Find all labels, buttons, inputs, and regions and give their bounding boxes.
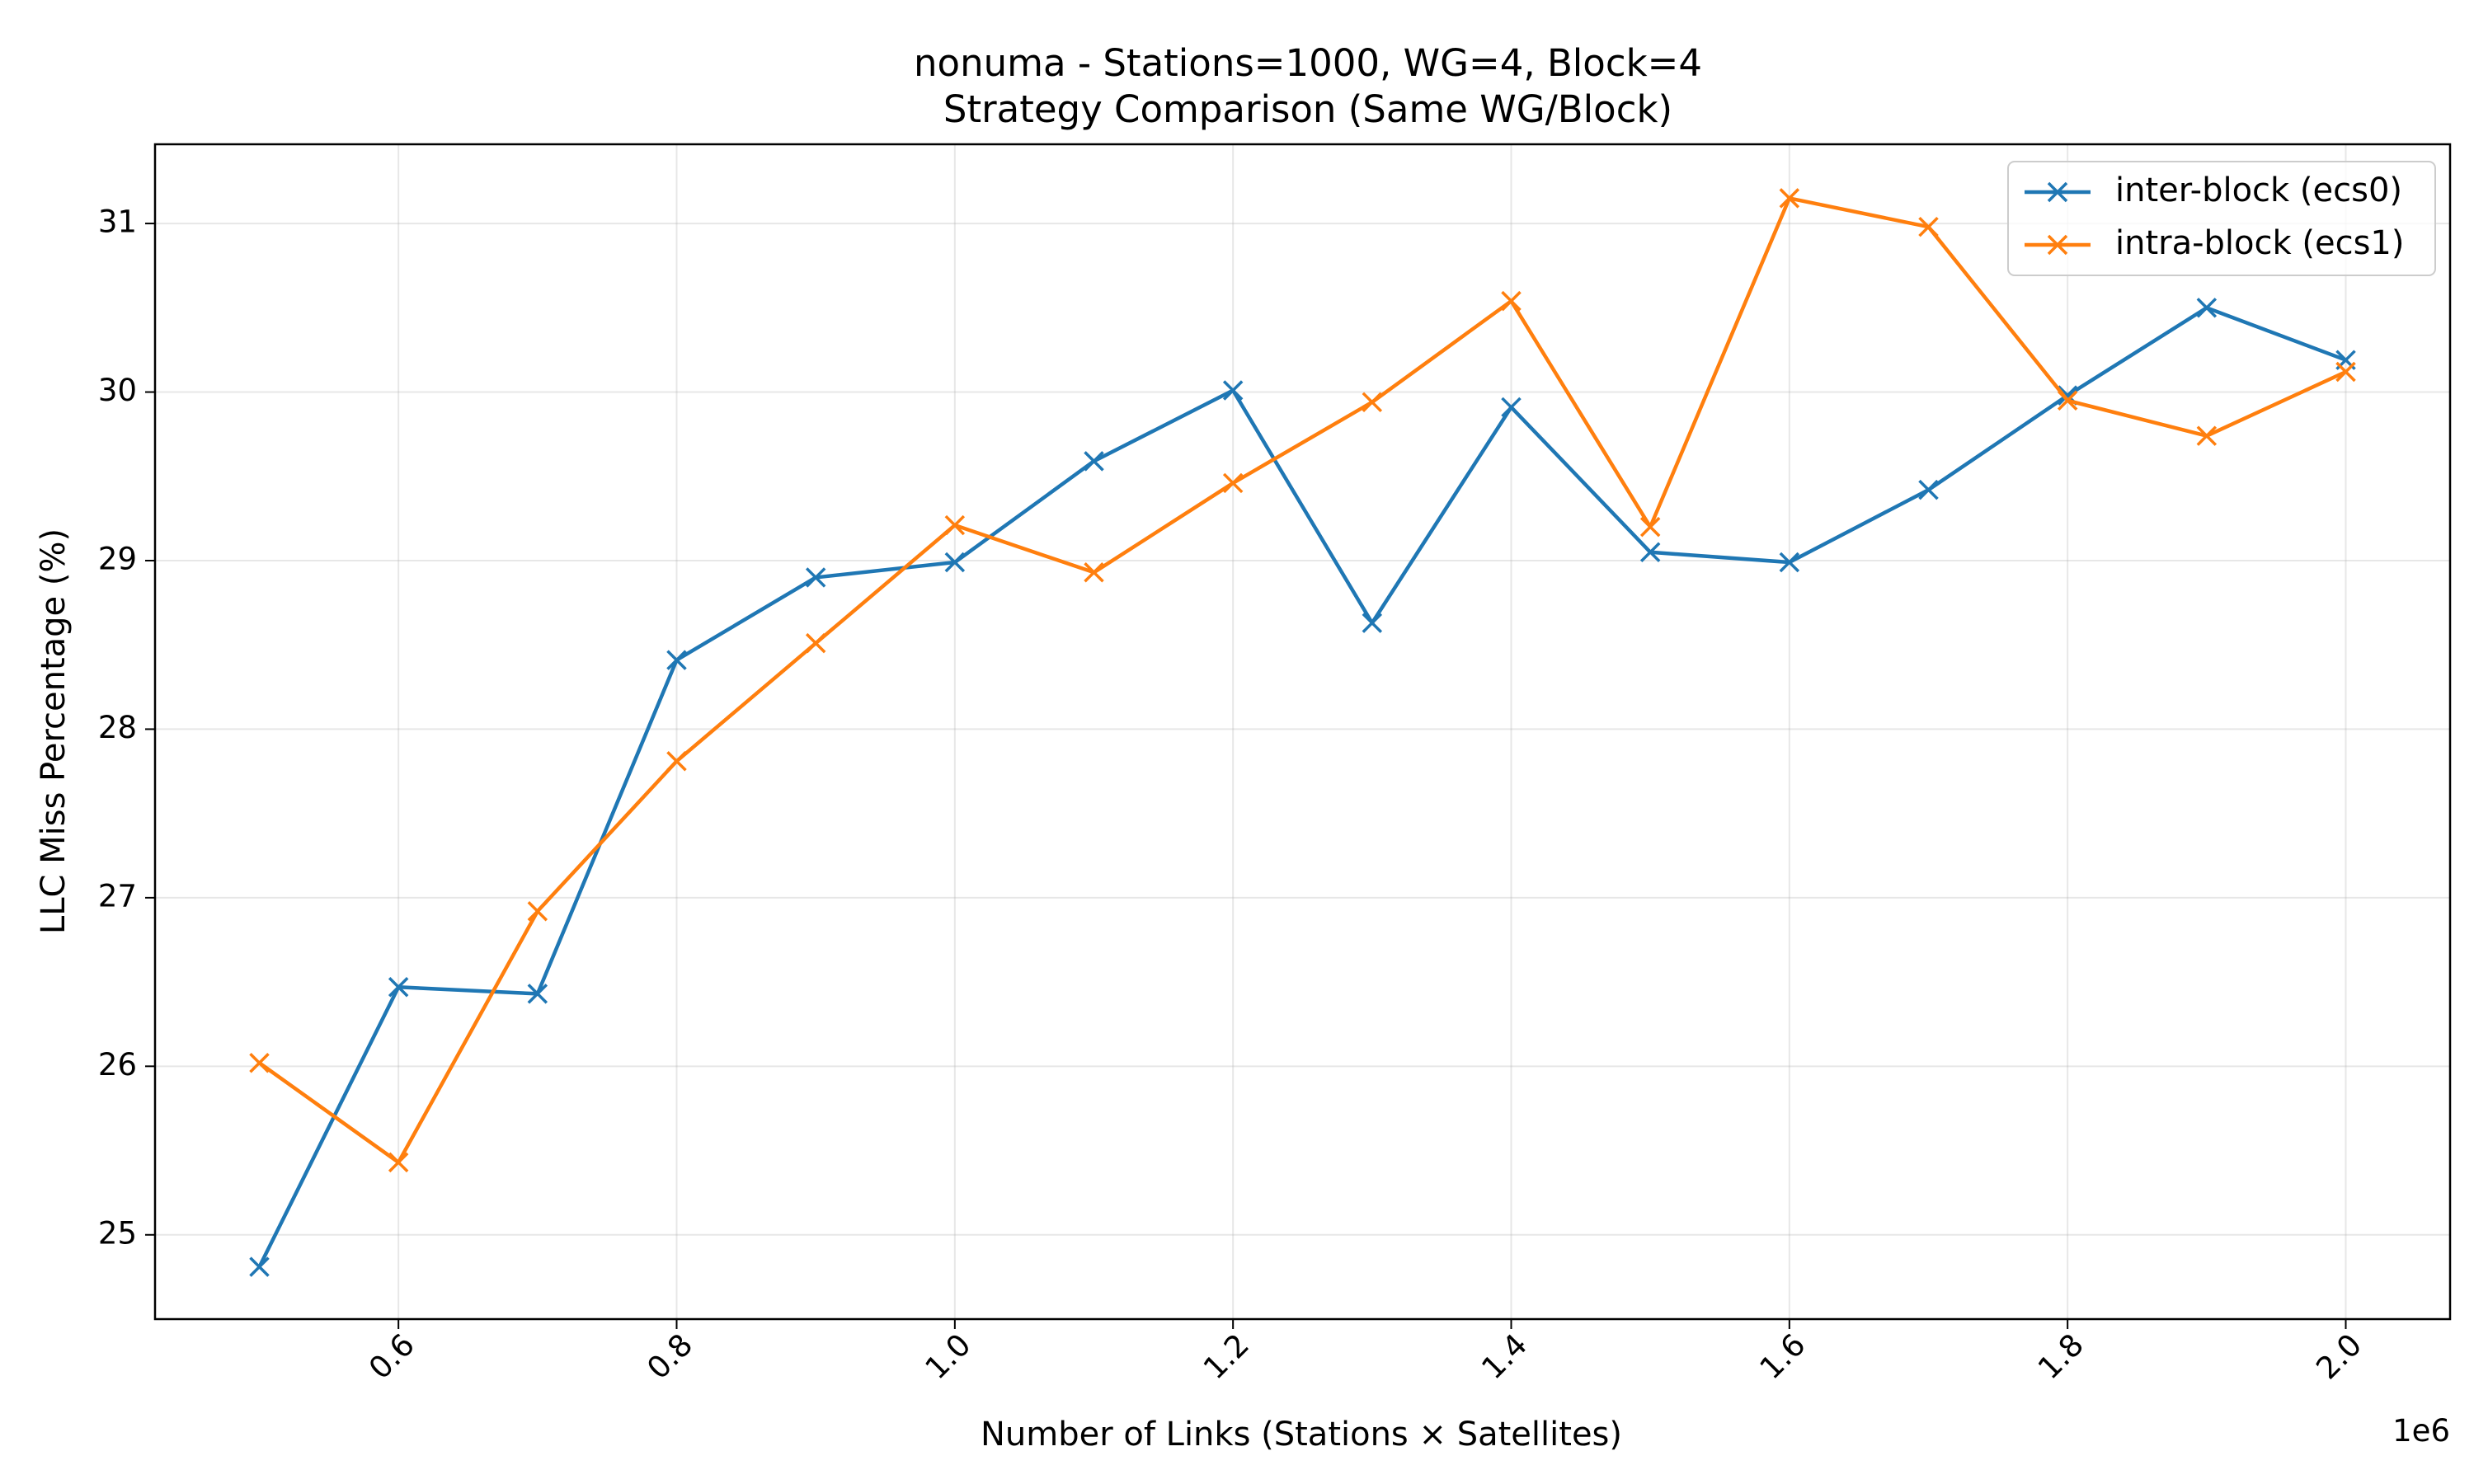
- data-point-marker: [1918, 479, 1939, 500]
- legend-label: intra-block (ecs1): [2115, 224, 2405, 262]
- data-point-marker: [388, 1152, 409, 1173]
- data-point-marker: [1362, 392, 1383, 413]
- data-point-marker: [944, 514, 966, 536]
- data-point-marker: [1639, 542, 1661, 563]
- legend: inter-block (ecs0) intra-block (ecs1): [2007, 161, 2436, 276]
- data-point-marker: [1501, 397, 1522, 418]
- data-point-marker: [1639, 516, 1661, 538]
- data-point-marker: [249, 1256, 270, 1277]
- data-point-marker: [388, 977, 409, 998]
- data-point-marker: [1779, 188, 1800, 209]
- data-point-marker: [2196, 425, 2218, 446]
- data-point-marker: [249, 1053, 270, 1073]
- y-tick-label: 25: [98, 1215, 137, 1251]
- chart-title-line1: nonuma - Stations=1000, WG=4, Block=4: [914, 41, 1702, 85]
- y-axis-label: LLC Miss Percentage (%): [35, 528, 73, 934]
- data-point-marker: [1222, 380, 1244, 401]
- data-point-marker: [944, 552, 966, 573]
- data-point-marker: [805, 632, 826, 654]
- data-point-marker: [527, 900, 548, 922]
- series-layer: [249, 188, 2356, 1277]
- data-point-marker: [666, 650, 687, 670]
- series-line: [257, 306, 2348, 1269]
- legend-marker: [2047, 234, 2068, 256]
- data-point-marker: [1501, 290, 1522, 312]
- legend-marker: [2047, 181, 2068, 203]
- y-tick-label: 27: [98, 878, 137, 913]
- data-point-marker: [2057, 390, 2078, 411]
- y-tick-label: 28: [98, 710, 137, 745]
- data-point-marker: [2335, 361, 2356, 383]
- series-line: [257, 196, 2348, 1165]
- data-point-marker: [1084, 562, 1104, 583]
- data-point-marker: [1222, 472, 1244, 494]
- data-point-marker: [666, 751, 687, 772]
- series-1: [249, 298, 2356, 1277]
- grid: [155, 144, 2450, 1319]
- series-2: [249, 188, 2356, 1173]
- legend-item: inter-block (ecs0): [2025, 171, 2402, 209]
- data-point-marker: [1918, 216, 1939, 237]
- plot-frame: [153, 143, 2452, 1321]
- data-point-marker: [527, 984, 548, 1004]
- data-point-marker: [1779, 552, 1800, 573]
- data-point-marker: [1084, 451, 1104, 472]
- x-axis-offset-label: 1e6: [2392, 1413, 2450, 1449]
- y-tick-label: 31: [98, 204, 137, 240]
- legend-label: inter-block (ecs0): [2115, 171, 2402, 209]
- y-tick-label: 29: [98, 541, 137, 576]
- data-point-marker: [805, 567, 826, 588]
- legend-item: intra-block (ecs1): [2025, 224, 2405, 262]
- y-tick-label: 30: [98, 373, 137, 408]
- chart-title-line2: Strategy Comparison (Same WG/Block): [943, 87, 1672, 131]
- y-tick-label: 26: [98, 1047, 137, 1082]
- legend-box: [2007, 161, 2436, 276]
- data-point-marker: [2196, 298, 2218, 318]
- data-point-marker: [1362, 613, 1383, 633]
- x-axis-label: Number of Links (Stations × Satellites): [981, 1416, 1622, 1453]
